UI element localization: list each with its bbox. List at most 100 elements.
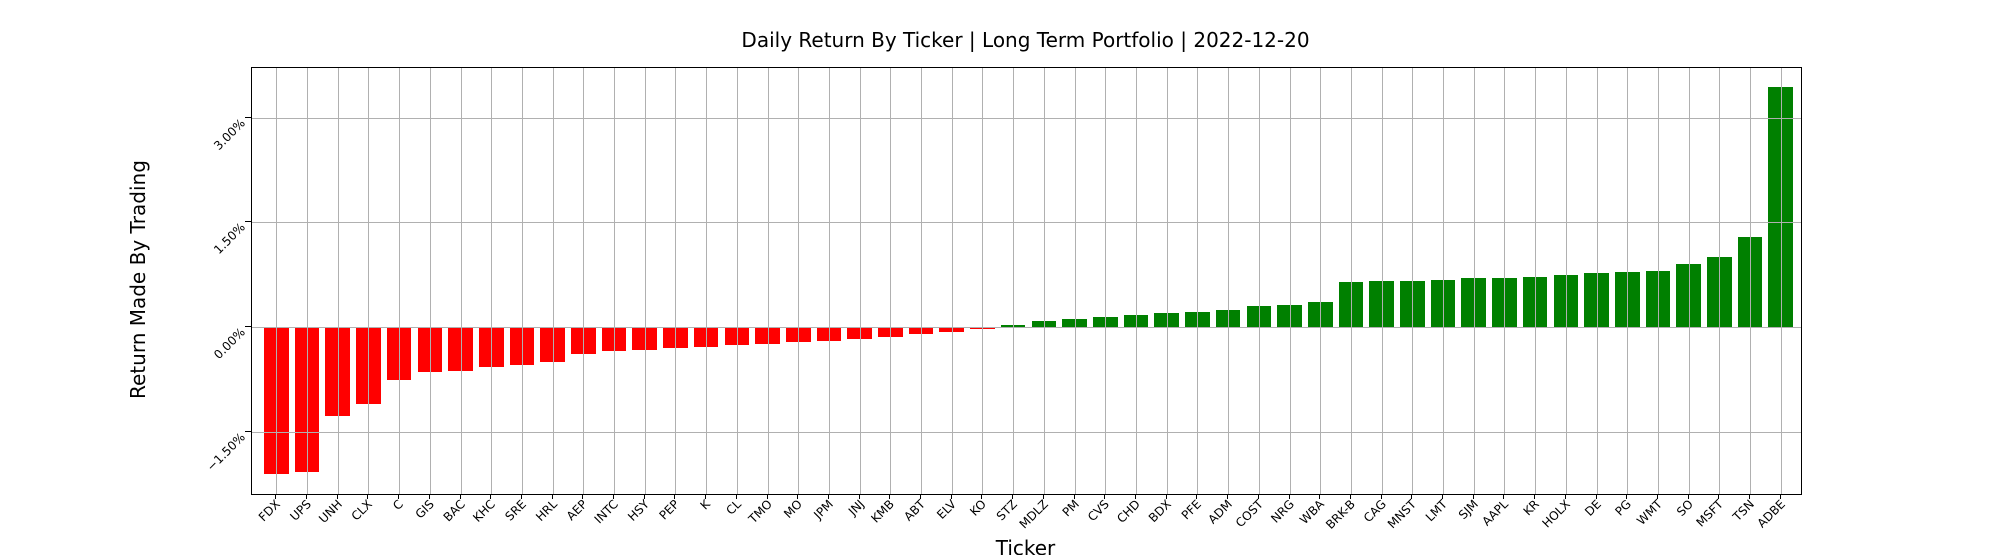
x-tick-mark: [367, 494, 369, 499]
vertical-gridline: [1596, 68, 1598, 494]
vertical-gridline: [1657, 68, 1659, 494]
x-tick-mark: [306, 494, 307, 499]
vertical-gridline: [614, 68, 616, 494]
x-tick-mark: [1564, 494, 1566, 499]
horizontal-gridline: [252, 327, 1801, 329]
x-tick-label: C: [390, 497, 407, 513]
x-tick-label: BAC: [440, 497, 468, 525]
x-tick-mark: [797, 494, 799, 499]
vertical-gridline: [1381, 68, 1383, 494]
x-tick-mark: [889, 494, 891, 499]
vertical-gridline: [276, 68, 278, 494]
x-tick-mark: [1503, 494, 1505, 499]
x-tick-label: UPS: [287, 497, 314, 524]
x-tick-label: SJM: [1455, 497, 1481, 523]
x-tick-label: HRL: [532, 497, 560, 524]
x-tick-mark: [520, 494, 522, 499]
y-tick-label: 3.00%: [211, 115, 248, 153]
x-tick-label: CVS: [1085, 497, 1113, 525]
vertical-gridline: [491, 68, 493, 494]
y-tick-label: 1.50%: [211, 220, 248, 258]
x-tick-label: STZ: [993, 497, 1021, 524]
vertical-gridline: [1565, 68, 1567, 494]
x-tick-mark: [1472, 494, 1474, 499]
vertical-gridline: [859, 68, 861, 494]
vertical-gridline: [368, 68, 370, 494]
x-tick-label: K: [697, 497, 714, 513]
x-tick-mark: [1319, 494, 1321, 499]
x-tick-label: CL: [723, 497, 744, 518]
x-tick-mark: [1042, 494, 1044, 499]
x-tick-mark: [858, 494, 860, 499]
x-tick-mark: [1595, 494, 1597, 499]
vertical-gridline: [1780, 68, 1782, 494]
x-tick-mark: [1165, 494, 1167, 499]
x-tick-label: ADBE: [1754, 497, 1788, 531]
x-tick-label: CLX: [348, 497, 376, 524]
x-tick-mark: [1687, 494, 1689, 499]
x-tick-mark: [674, 494, 676, 499]
vertical-gridline: [1535, 68, 1537, 494]
vertical-gridline: [1504, 68, 1506, 494]
x-tick-mark: [459, 494, 461, 499]
x-tick-label: NRG: [1267, 497, 1297, 526]
x-tick-label: MDLZ: [1016, 497, 1051, 532]
horizontal-gridline: [252, 222, 1801, 224]
x-tick-label: KMB: [868, 497, 898, 526]
vertical-gridline: [921, 68, 923, 494]
x-axis-label: Ticker: [995, 536, 1056, 555]
x-tick-mark: [275, 494, 277, 499]
plot-area: [251, 67, 1802, 495]
x-tick-mark: [336, 494, 338, 499]
vertical-gridline: [1228, 68, 1230, 494]
chart-title: Daily Return By Ticker | Long Term Portf…: [741, 28, 1310, 52]
vertical-gridline: [951, 68, 953, 494]
vertical-gridline: [307, 68, 308, 494]
x-tick-label: TMO: [745, 497, 775, 527]
x-tick-mark: [1073, 494, 1075, 499]
x-tick-label: PM: [1059, 497, 1082, 520]
vertical-gridline: [1688, 68, 1690, 494]
bar-NRG: [1277, 305, 1302, 328]
x-tick-label: AEP: [564, 497, 591, 524]
x-tick-label: KO: [967, 497, 990, 519]
y-axis-label: Return Made By Trading: [126, 160, 150, 400]
x-tick-label: SO: [1673, 497, 1696, 520]
horizontal-gridline: [252, 117, 1801, 119]
vertical-gridline: [1166, 68, 1168, 494]
bar-WBA: [1307, 301, 1333, 328]
x-tick-mark: [1718, 494, 1720, 499]
x-tick-label: LMT: [1422, 497, 1450, 525]
x-tick-mark: [920, 494, 922, 499]
vertical-gridline: [1105, 68, 1107, 494]
x-tick-label: BRK-B: [1323, 497, 1358, 532]
x-tick-label: ABT: [901, 497, 929, 524]
x-tick-label: MO: [781, 497, 806, 521]
vertical-gridline: [1412, 68, 1414, 494]
horizontal-gridline: [252, 431, 1801, 433]
x-tick-label: KHC: [470, 497, 499, 525]
vertical-gridline: [1350, 68, 1352, 494]
x-tick-mark: [1534, 494, 1536, 499]
vertical-gridline: [337, 68, 339, 494]
x-tick-mark: [613, 494, 615, 499]
x-tick-label: SRE: [502, 497, 529, 524]
x-tick-mark: [1442, 494, 1444, 499]
x-tick-label: PG: [1612, 497, 1635, 519]
x-tick-label: ADM: [1205, 497, 1236, 527]
x-tick-mark: [1380, 494, 1382, 499]
x-tick-mark: [1349, 494, 1351, 499]
vertical-gridline: [1074, 68, 1076, 494]
x-tick-label: PFE: [1179, 497, 1205, 523]
x-tick-label: MNST: [1385, 497, 1420, 532]
x-tick-label: DE: [1581, 497, 1604, 519]
vertical-gridline: [429, 68, 431, 494]
vertical-gridline: [736, 68, 738, 494]
vertical-gridline: [460, 68, 462, 494]
x-tick-mark: [490, 494, 492, 499]
x-tick-label: FDX: [256, 497, 284, 525]
vertical-gridline: [1258, 68, 1260, 494]
x-tick-label: HSY: [624, 497, 652, 524]
vertical-gridline: [1719, 68, 1721, 494]
